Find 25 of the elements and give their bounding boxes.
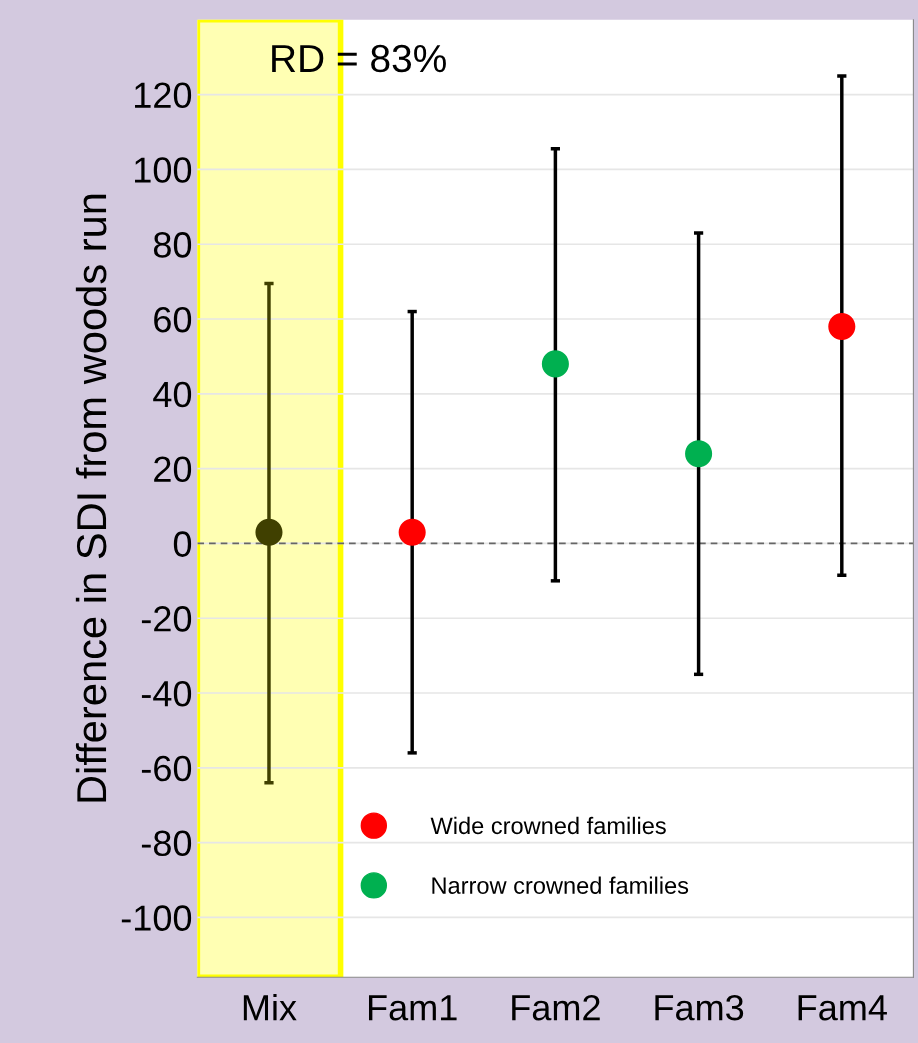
legend-label: Narrow crowned families [432,876,689,894]
point [398,518,426,546]
x-tick-label: Fam1 [369,995,457,1021]
y-tick-label: -100 [121,905,192,931]
x-tick-label: Mix [243,993,297,1021]
y-tick-label: 80 [153,232,192,258]
y-tick-label: -40 [141,680,192,707]
y-axis-title: Difference in SDI from woods run [75,194,107,802]
y-tick-label: -20 [141,606,192,632]
x-tick-label: Fam2 [512,994,600,1021]
y-tick-label: 20 [154,456,192,483]
y-tick-label: 60 [154,306,192,333]
x-tick-label: Fam4 [798,995,887,1021]
point [828,312,856,341]
y-tick-label: 40 [153,381,192,408]
y-tick-label: 120 [135,82,192,109]
x-tick-label: Fam3 [655,994,744,1021]
point [685,440,713,468]
y-tick-label: 100 [135,157,192,183]
y-tick-label: -60 [141,755,192,782]
legend-label: Wide crowned families [430,816,666,835]
y-tick-label: -80 [141,830,192,857]
point [541,350,569,378]
y-tick-label: 0 [173,531,192,557]
point [255,518,283,546]
